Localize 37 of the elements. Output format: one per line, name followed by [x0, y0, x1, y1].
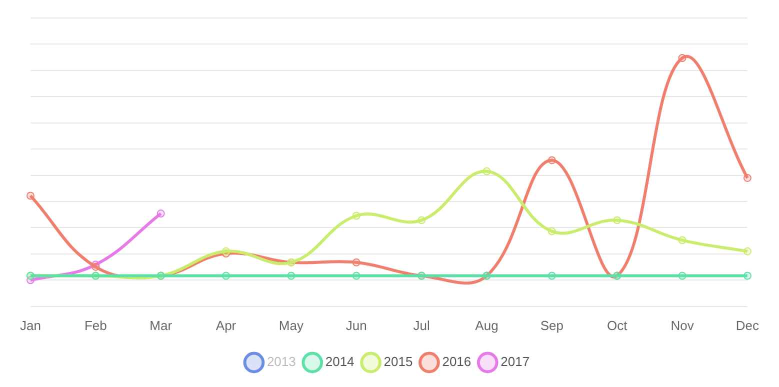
point: [548, 156, 556, 164]
point: [613, 216, 622, 224]
point: [678, 54, 686, 62]
point: [222, 272, 230, 280]
legend-label: 2017: [500, 354, 530, 370]
point: [678, 236, 686, 244]
point: [743, 174, 752, 182]
x-tick-label: Jun: [346, 318, 367, 333]
x-tick-label: Sep: [540, 318, 564, 333]
point: [743, 272, 752, 280]
point: [743, 247, 752, 256]
point: [678, 272, 686, 280]
point: [482, 167, 491, 176]
point: [352, 272, 360, 280]
point: [222, 247, 230, 256]
legend-label: 2015: [384, 354, 413, 370]
x-tick-label: Nov: [670, 318, 694, 333]
x-tick-label: May: [278, 318, 304, 333]
point: [548, 227, 556, 236]
x-tick-label: Dec: [736, 318, 760, 333]
point: [26, 192, 34, 200]
point: [156, 210, 165, 218]
point: [287, 272, 296, 280]
point: [548, 272, 556, 280]
x-tick-label: Mar: [150, 318, 173, 333]
x-tick-label: Oct: [606, 318, 628, 333]
x-tick-label: Feb: [84, 318, 107, 333]
x-tick-label: Jul: [413, 318, 430, 333]
legend-label: 2013: [266, 354, 296, 370]
point: [352, 212, 360, 220]
point: [418, 216, 426, 224]
x-tick-label: Apr: [216, 318, 237, 333]
legend-label: 2016: [442, 354, 472, 370]
point: [352, 258, 360, 266]
x-tick-label: Aug: [475, 318, 498, 333]
x-tick-label: Jan: [20, 318, 41, 333]
legend-label: 2014: [325, 354, 354, 370]
